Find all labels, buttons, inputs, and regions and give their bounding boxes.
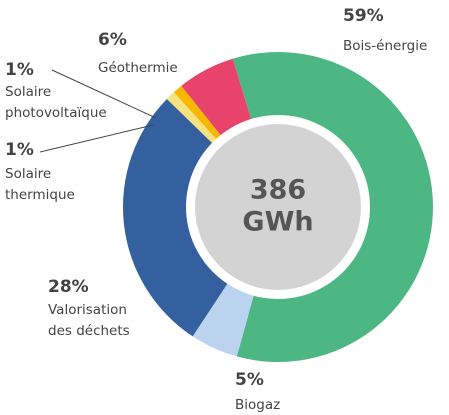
donut-segment bbox=[123, 98, 228, 337]
value-label: 1% bbox=[5, 60, 34, 80]
value-label: 59% bbox=[343, 6, 384, 26]
legend-label: Solaire photovoltaïque bbox=[5, 84, 107, 121]
donut-segment bbox=[192, 283, 254, 357]
value-label: 28% bbox=[48, 277, 89, 297]
donut-segment bbox=[166, 92, 217, 143]
value-label: 5% bbox=[235, 370, 264, 390]
donut-segment bbox=[232, 51, 434, 363]
center-label: 386 bbox=[250, 175, 306, 206]
center-label: GWh bbox=[242, 207, 313, 238]
legend-label: Bois-énergie bbox=[343, 38, 428, 54]
value-label: 6% bbox=[98, 30, 127, 50]
donut-segment bbox=[173, 85, 221, 139]
legend-label: Solaire thermique bbox=[5, 166, 75, 203]
leader-line bbox=[51, 69, 157, 119]
value-label: 1% bbox=[5, 140, 34, 160]
leader-line bbox=[39, 124, 154, 153]
donut-segment bbox=[181, 58, 252, 136]
center-disc bbox=[195, 124, 361, 290]
legend-label: Biogaz bbox=[235, 397, 281, 413]
legend-label: Géothermie bbox=[98, 60, 178, 76]
legend-label: Valorisation des déchets bbox=[48, 302, 130, 339]
